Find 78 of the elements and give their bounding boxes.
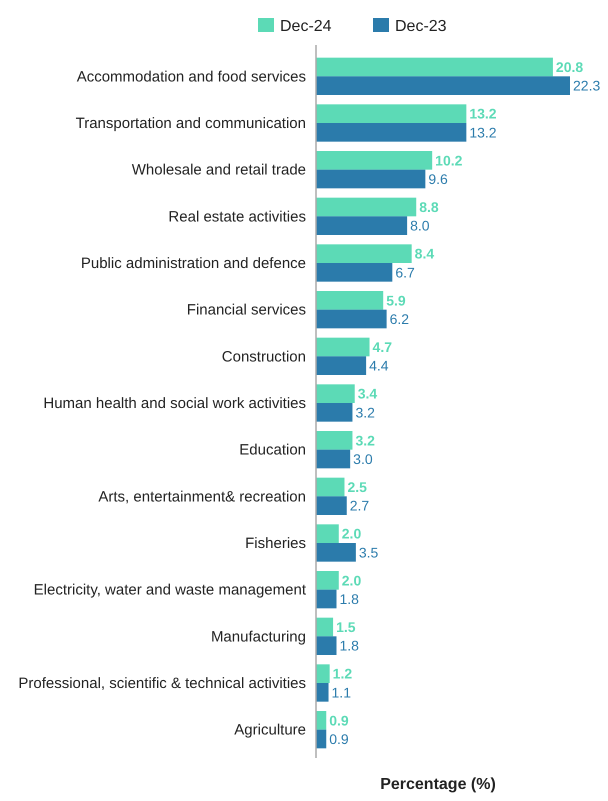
bar — [316, 356, 366, 375]
bar — [316, 76, 570, 95]
bar — [316, 216, 408, 235]
bar — [316, 403, 352, 422]
data-label: 3.2 — [355, 432, 376, 448]
bar — [316, 263, 392, 282]
bar — [316, 123, 466, 142]
bar — [316, 524, 339, 543]
bar — [316, 244, 412, 263]
y-tick-label: Manufacturing — [210, 628, 306, 646]
data-label: 4.4 — [369, 358, 389, 374]
bar — [316, 310, 387, 328]
data-label: 6.7 — [395, 264, 415, 280]
bar — [316, 664, 330, 683]
y-tick-label: Financial services — [186, 302, 306, 319]
y-tick-label: Human health and social work activities — [43, 395, 306, 412]
bar — [316, 683, 329, 702]
bar — [316, 104, 466, 123]
y-tick-label: Public administration and defence — [80, 255, 306, 272]
data-label: 4.7 — [372, 339, 392, 355]
bar — [316, 384, 355, 403]
data-label: 2.7 — [350, 498, 370, 514]
data-label: 2.0 — [342, 526, 362, 542]
data-label: 1.8 — [340, 591, 360, 607]
bar — [316, 338, 370, 356]
data-label: 3.5 — [358, 544, 379, 560]
bar — [316, 571, 339, 590]
data-label: 10.2 — [435, 152, 463, 168]
bar — [316, 478, 344, 496]
y-tick-label: Transportation and communication — [76, 115, 306, 132]
data-label: 2.0 — [342, 572, 362, 588]
y-tick-label: Arts, entertainment& recreation — [98, 488, 306, 506]
bar — [316, 450, 350, 468]
y-tick-label: Fisheries — [245, 535, 306, 552]
data-label: 9.6 — [428, 171, 448, 187]
bar — [316, 170, 426, 188]
data-label: 0.9 — [329, 731, 349, 747]
y-tick-label: Education — [239, 442, 306, 459]
y-tick-label: Accommodation and food services — [76, 68, 306, 86]
legend-label: Dec-23 — [395, 18, 447, 35]
data-label: 3.2 — [355, 404, 376, 420]
data-label: 2.5 — [347, 479, 368, 495]
bar — [316, 618, 334, 636]
y-tick-label: Electricity, water and waste management — [34, 582, 307, 599]
data-label: 8.8 — [419, 199, 439, 215]
bar — [316, 291, 384, 310]
bar — [316, 58, 553, 76]
data-label: 3.0 — [353, 451, 373, 467]
bar — [316, 496, 347, 515]
bar — [316, 711, 326, 730]
y-tick-label: Agriculture — [234, 722, 306, 739]
data-label: 8.4 — [414, 246, 434, 262]
legend-label: Dec-24 — [280, 18, 332, 35]
bar — [316, 730, 326, 748]
y-tick-label: Real estate activities — [168, 208, 306, 226]
y-tick-label: Wholesale and retail trade — [132, 162, 306, 179]
bar — [316, 636, 336, 655]
x-axis-title: Percentage (%) — [380, 776, 496, 793]
data-label: 8.0 — [410, 218, 430, 234]
bar — [316, 198, 416, 216]
y-tick-label: Construction — [222, 348, 306, 366]
data-label: 20.8 — [556, 59, 584, 75]
y-tick-label: Professional, scientific & technical activities — [18, 675, 306, 692]
data-label: 6.2 — [390, 311, 410, 327]
data-label: 0.9 — [329, 712, 349, 728]
bar — [316, 543, 356, 562]
data-label: 13.2 — [469, 124, 497, 140]
bar — [316, 590, 336, 608]
data-label: 3.4 — [358, 386, 378, 402]
bar — [316, 431, 352, 450]
data-label: 13.2 — [469, 106, 497, 122]
data-label: 1.5 — [336, 619, 356, 635]
data-label: 1.8 — [340, 638, 360, 654]
bar — [316, 151, 432, 170]
data-label: 1.1 — [332, 684, 352, 700]
data-label: 1.2 — [332, 666, 352, 682]
data-label: 22.3 — [573, 78, 600, 94]
data-label: 5.9 — [386, 292, 406, 308]
